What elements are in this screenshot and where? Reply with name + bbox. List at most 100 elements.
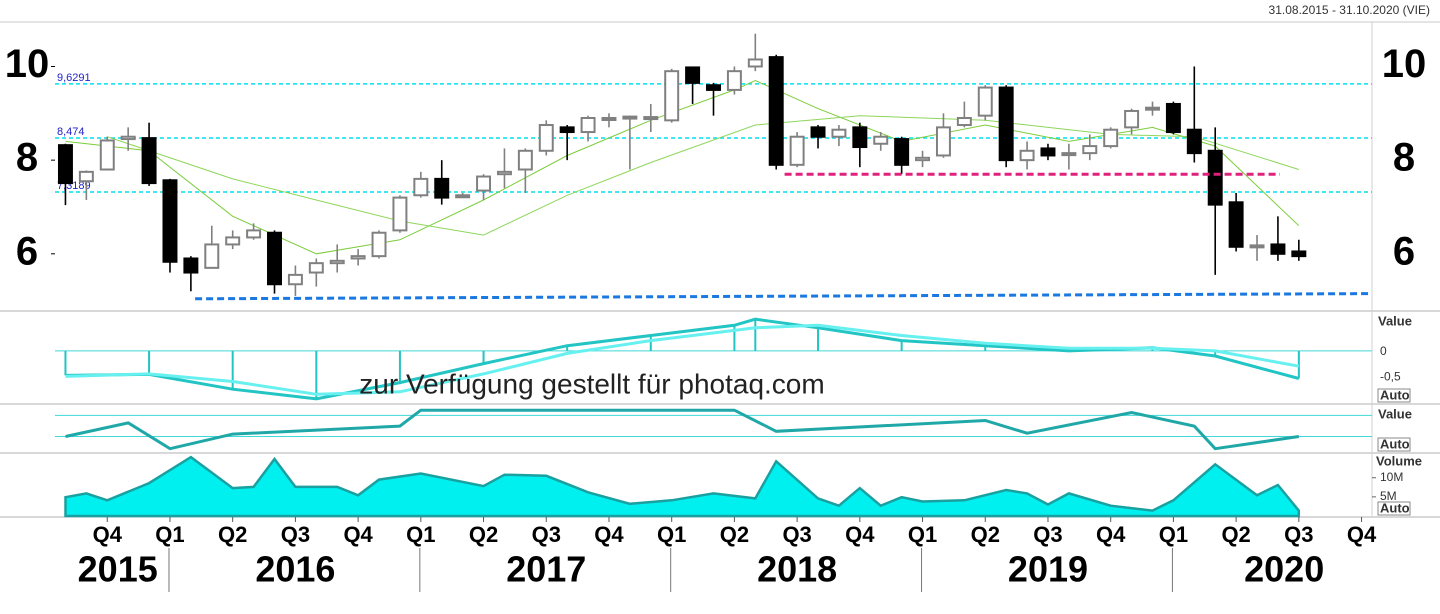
candle-body [225, 236, 241, 246]
y-tick-label: 10M [1380, 470, 1403, 484]
volume-area [64, 455, 1301, 518]
y-tick-label: 6 [1393, 229, 1415, 273]
candle-body [1103, 128, 1119, 148]
x-tick-label: Q4 [594, 522, 624, 547]
scale-button[interactable]: Auto [1380, 500, 1410, 515]
candle-body [413, 177, 429, 197]
x-tick-label: Q1 [406, 522, 435, 547]
scale-button[interactable]: Auto [1380, 387, 1410, 402]
scale-button-box[interactable] [1377, 388, 1411, 403]
trend-line [195, 292, 1373, 301]
candle-body [141, 137, 157, 185]
candle-body [998, 86, 1014, 162]
candle-body [1165, 102, 1181, 134]
candle-body [1019, 149, 1035, 162]
candle-body [601, 117, 617, 121]
candle-body [476, 175, 492, 192]
candle-body [726, 70, 742, 91]
date-range: 31.08.2015 - 31.10.2020 (VIE) [1269, 3, 1430, 17]
x-tick-label: Q1 [1159, 522, 1188, 547]
year-label: 2019 [1008, 549, 1088, 590]
candle-body [1249, 244, 1265, 249]
candle-body [538, 124, 554, 152]
candle-body [1082, 145, 1098, 155]
x-tick-label: Q1 [155, 522, 184, 547]
candle-body [622, 115, 638, 120]
candle-body [1145, 106, 1160, 111]
candle-body [434, 177, 450, 199]
candle-body [1040, 147, 1056, 157]
candle-body [246, 229, 262, 239]
year-label: 2016 [255, 549, 335, 590]
scale-button[interactable]: Auto [1380, 436, 1410, 451]
y-tick-label: 10 [1382, 42, 1427, 86]
indicator-line [65, 408, 1300, 451]
y-tick-label: 0 [1380, 344, 1387, 358]
x-tick-label: Q4 [1096, 522, 1126, 547]
x-tick-label: Q3 [1284, 522, 1313, 547]
scale-button-box[interactable] [1377, 437, 1411, 452]
candle-body [747, 58, 763, 68]
candle-body [580, 117, 596, 134]
candle-body [78, 170, 94, 183]
year-label: 2015 [78, 549, 158, 590]
candle-body [1186, 128, 1202, 155]
candle-body [496, 170, 512, 176]
candle-body [183, 257, 199, 274]
candle-body [308, 262, 324, 274]
scale-button-box[interactable] [1377, 501, 1411, 516]
x-tick-label: Q1 [657, 522, 686, 547]
candle-body [1291, 250, 1307, 258]
x-tick-label: Q1 [908, 522, 937, 547]
candle-body [99, 139, 115, 171]
candle-body [789, 135, 805, 166]
level-label: 9,6291 [57, 72, 91, 84]
candle-body [120, 135, 136, 141]
watermark: zur Verfügung gestellt für photaq.com [359, 368, 824, 399]
candle-body [915, 156, 931, 162]
x-tick-label: Q3 [532, 522, 561, 547]
x-tick-label: Q2 [971, 522, 1000, 547]
candle-body [1228, 201, 1244, 248]
candle-body [935, 126, 951, 157]
candle-body [287, 273, 303, 286]
x-tick-label: Q4 [845, 522, 875, 547]
panel-label: Value [1378, 406, 1412, 421]
candle-body [329, 259, 345, 265]
candle-body [706, 84, 721, 91]
candle-body [392, 196, 408, 232]
y-tick-label: 8 [16, 136, 38, 180]
x-tick-label: Q3 [782, 522, 811, 547]
y-tick-label: 5M [1380, 489, 1397, 503]
candle-body [643, 116, 659, 121]
candle-body [371, 231, 387, 258]
candle-body [977, 86, 993, 117]
candle-body [267, 231, 282, 286]
candle-body [1061, 152, 1077, 157]
year-label: 2018 [757, 549, 837, 590]
y-tick-label: 8 [1393, 136, 1415, 180]
candle-body [350, 255, 366, 260]
indicator-line [65, 317, 1300, 401]
year-label: 2017 [506, 549, 586, 590]
moving-average [65, 79, 1300, 255]
y-tick-label: -0,5 [1380, 370, 1401, 384]
candle-body [831, 128, 847, 138]
x-tick-label: Q4 [93, 522, 123, 547]
candle-body [559, 126, 575, 134]
candle-body [810, 126, 826, 138]
x-tick-label: Q3 [1033, 522, 1062, 547]
year-label: 2020 [1244, 549, 1324, 590]
candle-body [873, 135, 889, 145]
candle-body [455, 194, 471, 199]
panel-label: Value [1378, 313, 1412, 328]
panel-label: Volume [1376, 453, 1422, 468]
level-label: 8,474 [57, 126, 85, 138]
indicator-line [65, 323, 1300, 396]
x-tick-label: Q3 [281, 522, 310, 547]
candle-body [1124, 109, 1140, 129]
x-tick-label: Q2 [1221, 522, 1250, 547]
candle-body [162, 179, 178, 263]
